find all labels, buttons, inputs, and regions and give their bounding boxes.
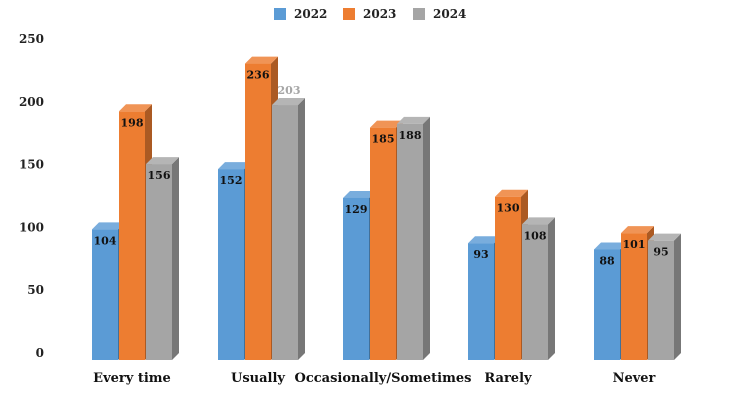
data-label: 104 <box>94 234 117 247</box>
bar-front <box>146 164 172 360</box>
legend-item: 2023 <box>343 7 396 21</box>
bar-top <box>272 98 305 106</box>
x-axis: Every time Usually Occasionally/Sometimes R… <box>93 371 655 386</box>
y-tick-label: 150 <box>19 158 44 172</box>
bar-front <box>343 197 369 360</box>
data-label: 156 <box>148 169 171 182</box>
bar-front <box>468 243 494 360</box>
bar-front <box>92 229 118 360</box>
bar-2024 <box>146 157 179 360</box>
x-category-label: Usually <box>231 371 285 386</box>
data-label: 188 <box>399 129 422 142</box>
bar-front <box>594 249 620 360</box>
bar-front <box>272 105 298 360</box>
x-category-label: Never <box>613 371 656 386</box>
bar-front <box>397 123 423 360</box>
bar-front <box>621 233 647 360</box>
y-tick-label: 200 <box>19 95 44 109</box>
bar-2024 <box>522 217 555 360</box>
data-label: 130 <box>497 202 520 215</box>
bar-side <box>298 98 305 361</box>
bar-front <box>245 63 271 361</box>
data-label: 101 <box>623 238 646 251</box>
bar-top <box>468 236 501 244</box>
y-tick-label: 50 <box>27 283 44 297</box>
data-label: 93 <box>473 248 488 261</box>
x-category-label: Occasionally/Sometimes <box>295 371 472 386</box>
y-tick-label: 0 <box>36 346 44 360</box>
y-axis: 0 50 100 150 200 250 <box>19 32 44 360</box>
data-label: 236 <box>247 69 270 82</box>
bar-front <box>522 224 548 360</box>
bar-side <box>172 157 179 360</box>
bar-top <box>92 222 125 230</box>
data-label: 152 <box>220 174 243 187</box>
bar-group: 104 198 156 <box>92 104 179 360</box>
data-label: 108 <box>524 229 547 242</box>
data-label: 203 <box>278 84 301 97</box>
plot-area: 104 198 156 152 236 203 129 185 188 93 130 108 88 101… <box>92 56 681 361</box>
legend-label: 2024 <box>433 7 466 21</box>
y-tick-label: 100 <box>19 220 44 234</box>
bar-side <box>674 233 681 360</box>
legend-swatch <box>343 8 355 20</box>
bar-top <box>218 162 251 170</box>
bar-group: 93 130 108 <box>468 189 555 360</box>
x-category-label: Every time <box>93 371 171 386</box>
data-label: 95 <box>653 246 668 259</box>
bar-top <box>522 217 555 225</box>
bar-group: 129 185 188 <box>343 116 430 360</box>
bar-front <box>495 196 521 360</box>
legend-item: 2024 <box>413 7 466 21</box>
bar-2024 <box>648 233 681 360</box>
bar-top <box>146 157 179 165</box>
bar-top <box>397 116 430 124</box>
legend-swatch <box>274 8 286 20</box>
y-tick-label: 250 <box>19 32 44 46</box>
legend-item: 2022 <box>274 7 327 21</box>
legend: 2022 2023 2024 <box>274 7 466 21</box>
bar-group: 88 101 95 <box>594 226 681 360</box>
bar-side <box>548 217 555 360</box>
bar-front <box>119 111 145 360</box>
bar-top <box>370 120 403 128</box>
bar-group: 152 236 203 <box>218 56 305 361</box>
bar-side <box>423 116 430 360</box>
bar-front <box>370 127 396 360</box>
x-category-label: Rarely <box>484 371 532 386</box>
legend-label: 2022 <box>294 7 327 21</box>
bar-top <box>621 226 654 234</box>
bar-2024 <box>272 98 305 361</box>
data-label: 129 <box>345 203 368 216</box>
data-label: 198 <box>121 116 144 129</box>
bar-top <box>594 242 627 250</box>
bar-front <box>648 240 674 360</box>
bar-front <box>218 169 244 360</box>
legend-label: 2023 <box>363 7 396 21</box>
bar-top <box>119 104 152 112</box>
bar-top <box>245 56 278 64</box>
data-label: 88 <box>599 254 615 267</box>
bar-top <box>343 190 376 198</box>
legend-swatch <box>413 8 425 20</box>
bar-top <box>495 189 528 197</box>
bar-2024 <box>397 116 430 360</box>
data-label: 185 <box>372 133 395 146</box>
bar-top <box>648 233 681 241</box>
